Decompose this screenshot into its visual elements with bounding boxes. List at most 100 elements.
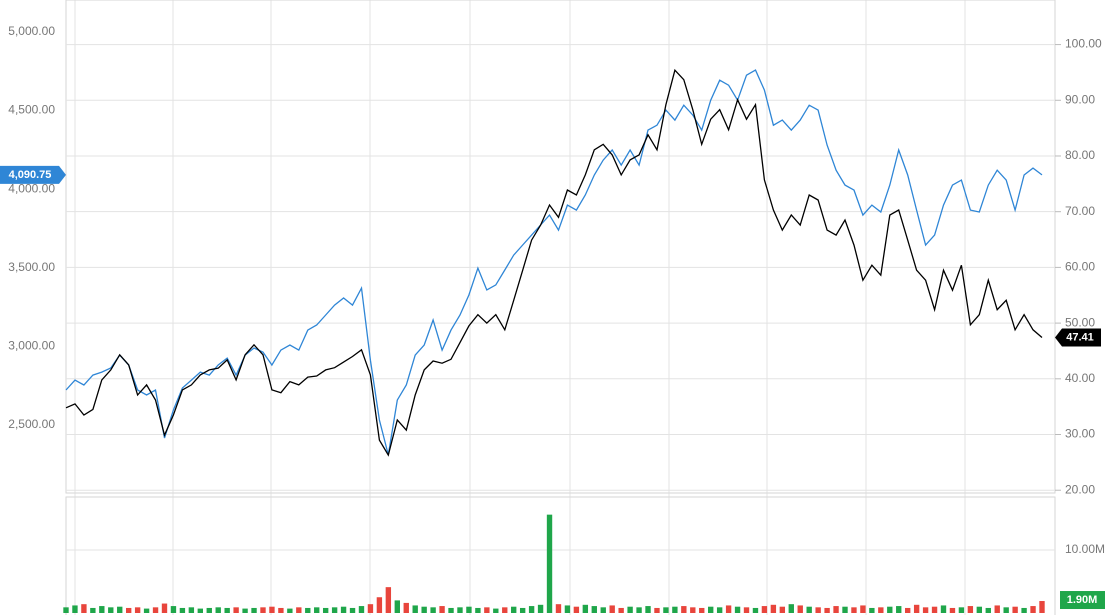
volume-bar (421, 606, 427, 613)
volume-bar (752, 607, 759, 613)
volume-bar (224, 607, 230, 613)
volume-bar (358, 606, 365, 613)
volume-bar (824, 607, 830, 613)
volume-bar (412, 605, 418, 613)
volume-bar (582, 604, 589, 613)
y-tick-label: 3,000.00 (8, 339, 55, 353)
volume-bar (1039, 601, 1045, 613)
volume-bar (188, 607, 195, 613)
y2-tick-label: 40.00 (1065, 371, 1095, 385)
y-tick-label: 4,500.00 (8, 103, 55, 117)
volume-pane (65, 496, 1056, 615)
volume-bar (609, 605, 615, 613)
volume-bar (1021, 607, 1027, 613)
last-price-badge (1055, 328, 1101, 347)
volume-bar (340, 606, 347, 613)
y-tick-label: 4,000.00 (8, 181, 55, 195)
volume-bar (475, 607, 481, 613)
volume-bar (743, 607, 750, 613)
volume-bar (233, 607, 239, 613)
volume-bar (117, 606, 123, 613)
volume-bar (260, 607, 266, 613)
volume-bar (654, 607, 660, 613)
volume-bar (636, 607, 642, 613)
volume-bar (931, 606, 938, 613)
volume-bar (734, 606, 741, 613)
volume-bar (681, 606, 687, 613)
volume-bar (833, 606, 839, 613)
price-line (65, 69, 1043, 456)
volume-bar (143, 608, 150, 613)
y2-tick-label: 20.00 (1065, 482, 1095, 496)
volume-bar (627, 606, 633, 613)
volume-bar (788, 604, 794, 613)
volume-bar (528, 606, 535, 613)
volume-bar (385, 587, 392, 613)
volume-bar (546, 514, 553, 613)
volume-bar (770, 604, 777, 613)
volume-bar (170, 606, 177, 613)
volume-bar (958, 607, 965, 613)
volume-bar (896, 606, 902, 613)
volume-bar (278, 607, 284, 613)
volume-bar (161, 603, 168, 613)
volume-bar (331, 607, 338, 613)
volume-bar (949, 607, 956, 613)
volume-bar (90, 607, 96, 613)
y2-tick-label: 80.00 (1065, 148, 1095, 162)
last-price-badge (0, 165, 66, 184)
y2-tick-label: 70.00 (1065, 204, 1095, 218)
volume-bar (699, 607, 705, 613)
volume-bar (797, 605, 803, 613)
volume-bar (81, 604, 87, 613)
volume-bar (716, 607, 723, 613)
volume-bar (108, 607, 114, 613)
y2-tick-label: 100.00 (1065, 37, 1102, 51)
volume-bar (922, 607, 929, 613)
volume-bar (99, 606, 105, 613)
volume-bar (314, 607, 320, 613)
price-pane (65, 0, 1056, 494)
volume-bar (466, 606, 472, 613)
volume-bar (296, 607, 302, 613)
volume-bar (537, 604, 544, 613)
volume-bar (403, 602, 409, 613)
volume-bar (806, 606, 812, 613)
volume-bar (940, 605, 947, 613)
y2-tick-label: 60.00 (1065, 260, 1095, 274)
volume-bar (125, 607, 132, 613)
volume-bar (493, 608, 499, 613)
y2-tick-label: 30.00 (1065, 427, 1095, 441)
volume-bar (779, 606, 786, 613)
volume-bar (672, 606, 678, 613)
vertical-grid (74, 0, 966, 615)
volume-bar (305, 607, 311, 613)
volume-bar (555, 604, 562, 613)
volume-label: 1.90M (1067, 594, 1098, 606)
volume-bar (618, 607, 624, 613)
y2-tick-label: 90.00 (1065, 92, 1095, 106)
volume-bar (725, 605, 732, 613)
volume-bar (367, 604, 374, 613)
volume-bar (869, 607, 875, 613)
volume-bar (815, 607, 821, 613)
volume-bar (215, 607, 221, 613)
volume-bar (913, 604, 920, 613)
volume-bar (600, 607, 606, 613)
volume-bar (269, 606, 275, 613)
volume-bar (690, 607, 696, 613)
volume-bar (887, 606, 893, 613)
volume-bar (1003, 607, 1009, 613)
volume-bar (1012, 606, 1018, 613)
volume-bar (851, 607, 857, 613)
volume-bar (134, 607, 141, 613)
volume-bar (519, 607, 526, 613)
volume-bar (663, 607, 669, 613)
volume-bar (502, 607, 508, 613)
volume-bar (645, 606, 651, 613)
volume-bar (439, 606, 445, 613)
volume-bar (761, 606, 768, 613)
y-tick-label: 3,500.00 (8, 260, 55, 274)
